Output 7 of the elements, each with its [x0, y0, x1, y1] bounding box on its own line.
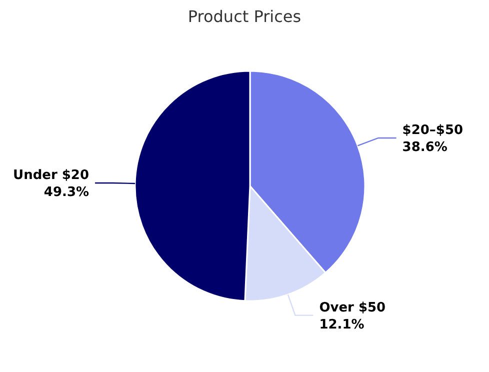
- data-label: 49.3%: [44, 184, 90, 200]
- slice-label: $20–$50: [402, 122, 464, 138]
- slice-label: Over $50: [319, 300, 386, 316]
- chart-title: Product Prices: [188, 7, 302, 26]
- data-label: 12.1%: [319, 317, 364, 332]
- slice-label: Under $20: [13, 168, 90, 183]
- data-label: 38.6%: [402, 140, 448, 155]
